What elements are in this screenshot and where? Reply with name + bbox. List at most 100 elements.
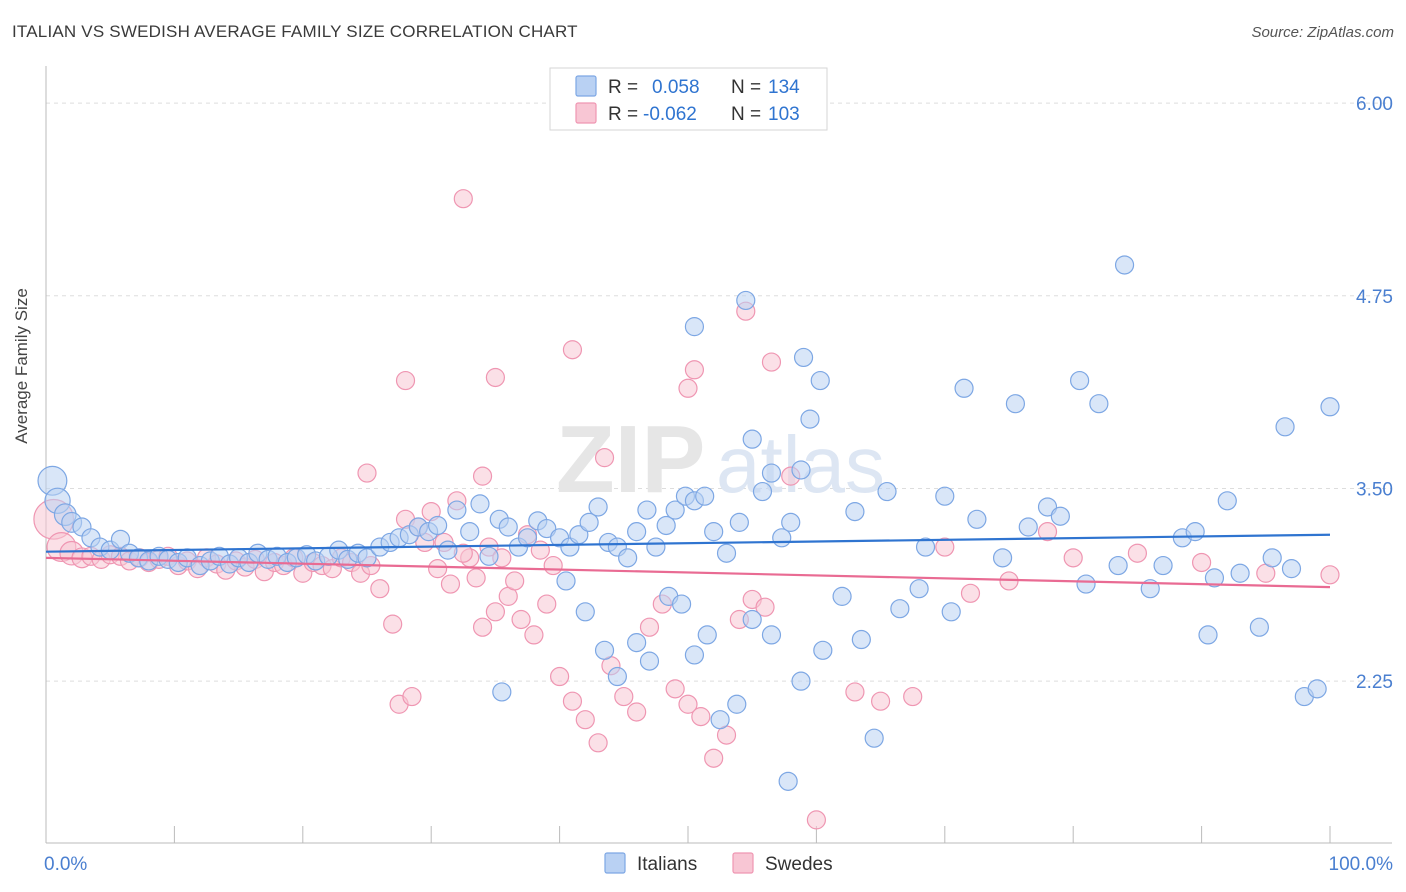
italians-point: [637, 500, 657, 520]
italians-point: [575, 602, 595, 622]
italians-point: [742, 609, 762, 630]
gridlines: [46, 102, 1392, 682]
italians-point: [778, 771, 798, 791]
italians-point: [588, 497, 608, 517]
swedes-point: [806, 810, 827, 830]
swedes-point: [562, 340, 583, 360]
legend-swedes-n-label: N =: [731, 104, 761, 125]
italians-point: [1320, 397, 1340, 417]
y-axis-label-wrap: Average Family Size: [12, 276, 32, 456]
italians-point: [716, 543, 737, 563]
italians-point: [1262, 548, 1282, 568]
swedes-point: [935, 537, 955, 557]
italians-point: [556, 571, 576, 591]
italians-point: [1275, 417, 1295, 437]
swedes-point: [614, 686, 634, 707]
swedes-point: [1037, 522, 1058, 542]
italians-point: [781, 512, 801, 532]
series-legend-swedes-label[interactable]: Swedes: [765, 854, 833, 875]
y-tick-labels: 2.25 3.50 4.75 6.00: [1356, 94, 1393, 693]
swedes-point: [440, 574, 461, 594]
swedes-point: [511, 609, 531, 630]
italians-point: [438, 540, 458, 560]
italians-point: [479, 546, 499, 566]
swedes-point: [537, 594, 557, 614]
italians-point: [851, 629, 871, 650]
italians-point: [1114, 255, 1135, 275]
swedes-point: [485, 602, 505, 622]
swedes-point: [594, 448, 615, 468]
series-legend-swedes-swatch[interactable]: [732, 852, 754, 874]
italians-point: [110, 529, 131, 549]
legend-swedes-r-label: R =: [608, 104, 638, 125]
swedes-point: [472, 466, 493, 486]
italians-point: [1204, 568, 1225, 588]
swedes-point: [466, 568, 486, 588]
italians-point: [793, 347, 814, 368]
italians-point: [1230, 563, 1250, 583]
italians-point: [579, 512, 599, 532]
italians-point: [736, 290, 756, 311]
italians-point: [761, 625, 782, 645]
swedes-point: [639, 617, 660, 637]
legend-swedes-swatch: [575, 102, 597, 124]
italians-point: [810, 370, 830, 391]
x-tick-labels: 0.0% 100.0%: [44, 854, 1393, 875]
y-tick-label: 3.50: [1356, 479, 1393, 500]
italians-point: [1307, 679, 1327, 699]
swedes-point: [1127, 543, 1148, 563]
italians-point: [1050, 506, 1070, 526]
y-tick-label: 2.25: [1356, 672, 1393, 693]
italians-point: [460, 522, 480, 542]
source-label: Source: ZipAtlas.com: [1251, 24, 1394, 41]
italians-point: [357, 548, 377, 568]
legend-italians-r-value: 0.058: [652, 77, 700, 98]
italians-point: [646, 537, 666, 557]
swedes-point: [678, 694, 698, 714]
italians-point: [1070, 370, 1090, 391]
swedes-point: [684, 360, 705, 380]
italians-point: [1249, 617, 1269, 637]
italians-point: [498, 517, 518, 537]
swedes-point: [691, 707, 711, 727]
italians-point: [1005, 394, 1026, 414]
italians-point: [729, 512, 749, 532]
italians-point: [1198, 625, 1218, 645]
swedes-point: [383, 614, 403, 634]
swedes-point: [402, 686, 422, 707]
series-legend-italians-label[interactable]: Italians: [637, 854, 697, 875]
legend-italians-swatch: [575, 75, 597, 97]
swedes-point: [678, 378, 698, 398]
italians-point: [697, 625, 717, 645]
x-tick-label-start: 0.0%: [44, 854, 87, 875]
italians-point: [800, 409, 820, 429]
stats-legend: R = 0.058 N = 134 R = -0.062 N = 103: [549, 67, 828, 131]
italians-point: [1018, 517, 1038, 537]
italians-point: [517, 528, 538, 548]
x-tick-label-end: 100.0%: [1329, 854, 1394, 875]
italians-point: [1281, 559, 1302, 579]
italians-point: [967, 509, 987, 529]
series-legend[interactable]: Italians Swedes: [604, 852, 833, 875]
swedes-point: [665, 679, 685, 699]
italians-point: [941, 602, 961, 622]
series-legend-italians-swatch[interactable]: [604, 852, 626, 874]
italians-point: [791, 460, 811, 480]
swedes-point: [870, 691, 891, 711]
swedes-point: [370, 579, 390, 599]
legend-italians-n-value: 134: [768, 77, 800, 98]
italians-point: [704, 522, 724, 542]
swedes-point: [761, 352, 782, 372]
swedes-point: [627, 702, 647, 722]
legend-swedes-n-value: 103: [768, 104, 800, 125]
italians-point: [594, 640, 615, 660]
italians-point: [1217, 491, 1237, 511]
swedes-point: [395, 370, 416, 391]
swedes-point: [575, 710, 595, 730]
swedes-point: [903, 686, 923, 707]
italians-point: [671, 594, 692, 614]
swedes-point: [472, 617, 493, 637]
italians-point: [890, 599, 910, 619]
italians-point: [935, 486, 955, 506]
italians-point: [992, 548, 1013, 568]
